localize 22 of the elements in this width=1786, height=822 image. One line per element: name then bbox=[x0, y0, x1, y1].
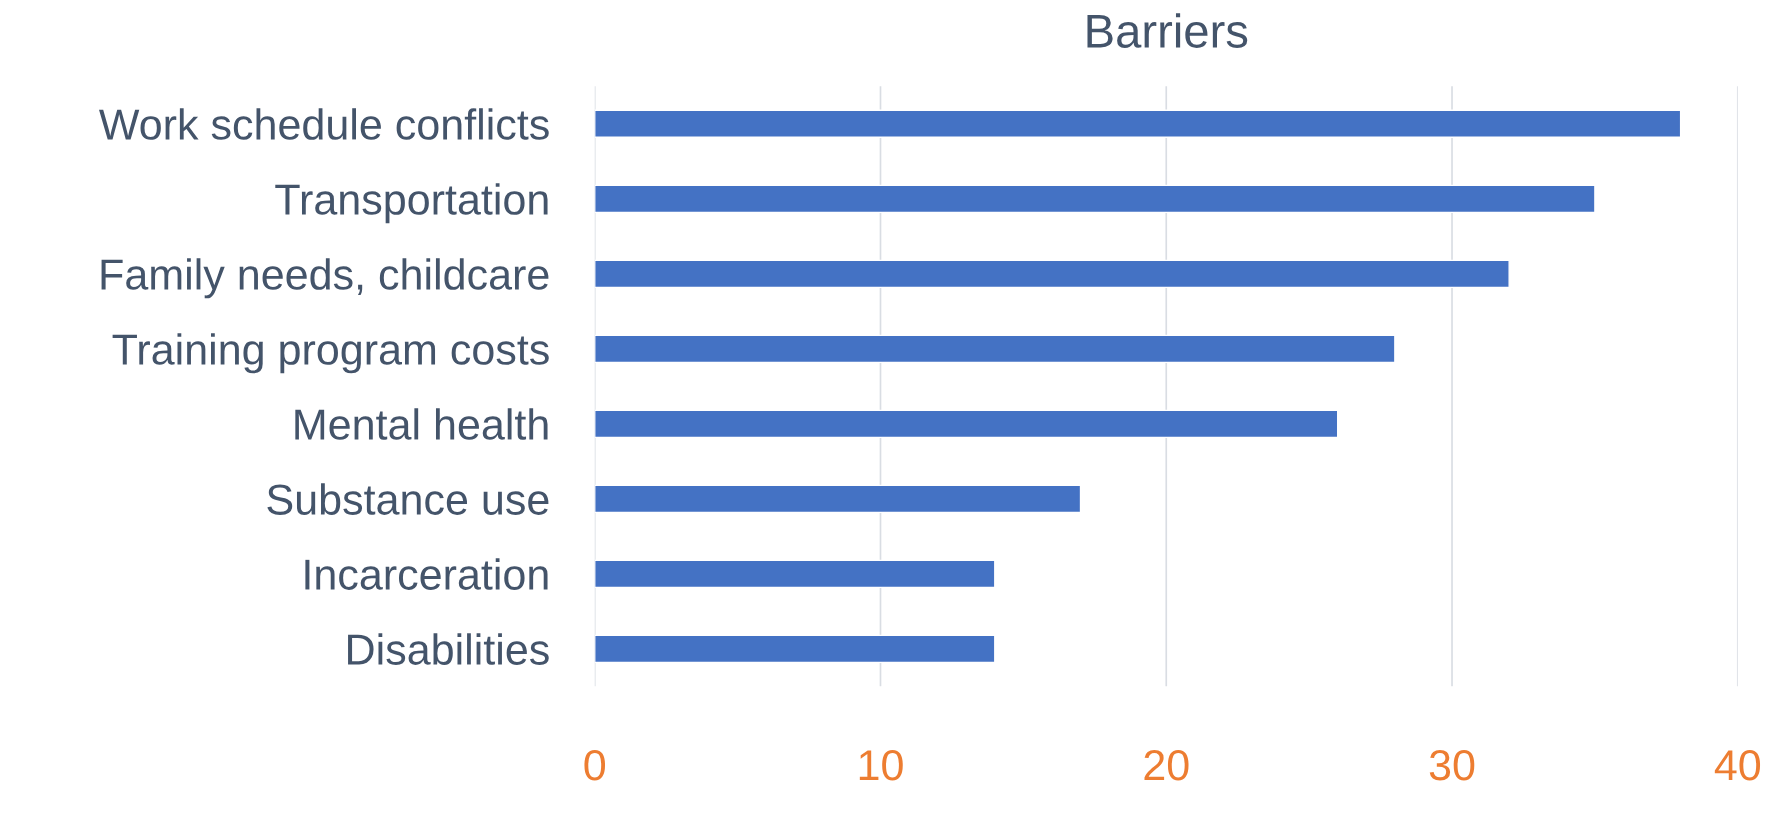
y-tick-label: Substance use bbox=[267, 483, 549, 515]
y-tick-label: Family needs, childcare bbox=[101, 258, 549, 299]
bar bbox=[594, 559, 996, 589]
y-tick-label: Work schedule conflicts bbox=[99, 108, 549, 140]
y-tick-label: Transportation bbox=[275, 183, 548, 224]
x-tick-label: 40 bbox=[1714, 750, 1761, 781]
bar bbox=[594, 334, 1396, 364]
y-tick-label: Disabilities bbox=[348, 633, 549, 665]
bar bbox=[594, 484, 1082, 514]
bar bbox=[594, 259, 1510, 289]
bar bbox=[594, 109, 1682, 139]
x-tick-label: 30 bbox=[1429, 750, 1475, 781]
x-tick-label: 0 bbox=[584, 750, 606, 781]
bar bbox=[594, 634, 996, 664]
bar bbox=[594, 184, 1596, 214]
chart-title: Barriers bbox=[1087, 13, 1248, 48]
y-tick-label: Training program costs bbox=[112, 333, 549, 374]
x-tick-label: 10 bbox=[859, 750, 903, 781]
y-tick-label: Mental health bbox=[295, 408, 548, 440]
bar bbox=[594, 409, 1339, 439]
x-tick-label: 20 bbox=[1144, 750, 1189, 781]
y-tick-label: Incarceration bbox=[305, 558, 548, 590]
